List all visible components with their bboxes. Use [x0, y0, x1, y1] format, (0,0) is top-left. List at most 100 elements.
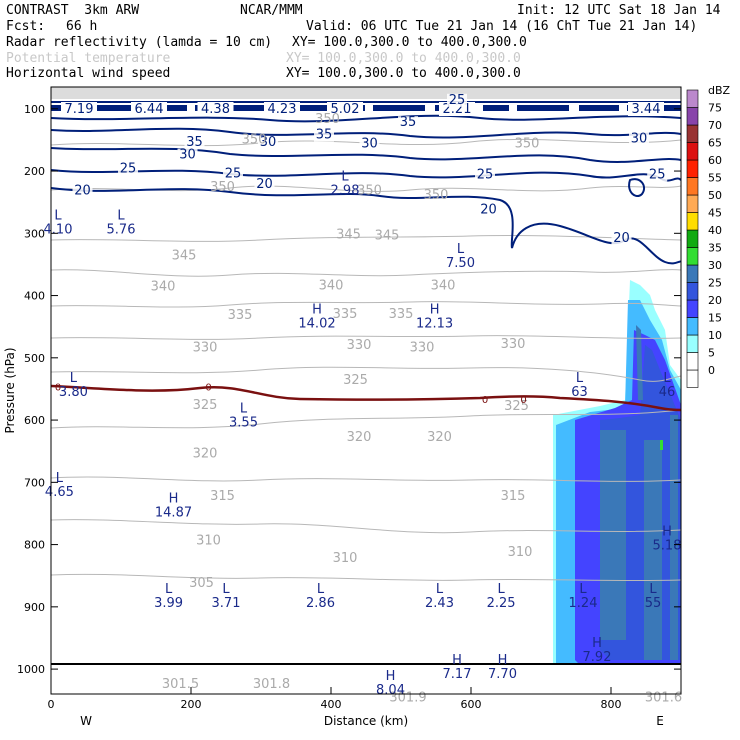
- colorbar-swatch: [686, 247, 699, 266]
- freezing-level-label: 0: [520, 395, 526, 406]
- wind-contour-label: 25: [649, 168, 666, 183]
- colorbar-swatch: [686, 369, 699, 388]
- wind-contour-label: 25: [449, 93, 466, 108]
- wind-contour-label: 30: [260, 135, 277, 150]
- wind-contour-label: 35: [186, 135, 203, 150]
- colorbar-swatch: [686, 212, 699, 231]
- field-xy-wind: XY= 100.0,300.0 to 400.0,300.0: [286, 66, 521, 81]
- theta-contour-label: 340: [431, 278, 456, 293]
- wind-label-bg: [184, 136, 205, 150]
- extremum-marker: H: [169, 492, 179, 507]
- top-value-bg: [628, 102, 664, 116]
- extremum-value: 5.18: [653, 539, 682, 554]
- colorbar-swatch: [686, 334, 699, 353]
- wind-contour-35-upper: [51, 114, 681, 123]
- theta-contour-label: 301.5: [162, 677, 199, 692]
- extremum-value: 7.50: [446, 256, 475, 271]
- field-xy-reflectivity: XY= 100.0,300.0 to 400.0,300.0: [292, 35, 527, 50]
- reflectivity-25-dbz-column: [636, 325, 643, 400]
- y-tick-label: 100: [24, 103, 45, 116]
- wind-label-bg: [359, 137, 380, 151]
- wind-label-bg: [254, 177, 275, 191]
- theta-contour-350: [51, 185, 681, 192]
- extremum-value: 5.76: [107, 222, 136, 237]
- theta-contour-label: 320: [193, 446, 218, 461]
- extremum-value: 7.17: [443, 667, 472, 682]
- theta-contour-label: 330: [410, 341, 435, 356]
- theta-contour-315: [51, 476, 681, 482]
- extremum-value: 46: [659, 385, 676, 400]
- theta-contour-label: 325: [193, 398, 218, 413]
- forecast-hours: 66 h: [66, 19, 98, 34]
- extremum-marker: L: [117, 208, 125, 223]
- top-value-bg: [327, 102, 363, 116]
- theta-contour-label: 315: [210, 489, 235, 504]
- colorbar-level-label: 45: [708, 207, 722, 220]
- wind-label-bg: [118, 162, 138, 176]
- top-value-label: 4.23: [268, 102, 297, 117]
- extremum-value: 1.24: [569, 596, 598, 611]
- wind-contour-label: 35: [316, 128, 333, 143]
- y-tick-label: 900: [24, 601, 45, 614]
- extremum-value: 12.13: [416, 316, 453, 331]
- theta-contour-label: 325: [343, 373, 368, 388]
- extremum-value: 14.87: [155, 506, 192, 521]
- extremum-marker: L: [165, 582, 173, 597]
- theta-contour-label: 330: [193, 341, 218, 356]
- wind-contour-label: 30: [361, 136, 378, 151]
- x-tick-label: 600: [461, 698, 482, 711]
- colorbar-swatch: [686, 282, 699, 301]
- colorbar: dBZ 0 5 10 15 20 25 30 35 40 45 50 55 60 65 70 75: [686, 84, 731, 388]
- field-name-wind: Horizontal wind speed: [6, 66, 171, 81]
- wind-contour-30-closed: [628, 178, 646, 198]
- wind-contour-35: [51, 127, 681, 139]
- wind-contour-label: 20: [480, 202, 497, 217]
- colorbar-unit: dBZ: [708, 84, 731, 97]
- wind-label-bg: [447, 93, 467, 107]
- wind-speed-contours: [51, 114, 681, 265]
- colorbar-swatch: [686, 317, 699, 336]
- reflectivity-layer: [553, 280, 681, 665]
- wind-label-bg: [72, 184, 93, 198]
- field-name-theta: Potential temperature: [6, 51, 171, 66]
- extremum-marker: L: [70, 371, 78, 386]
- theta-contour-325: [51, 366, 681, 382]
- y-tick-label: 500: [24, 352, 45, 365]
- init-time: Init: 12 UTC Sat 18 Jan 14: [517, 3, 721, 18]
- theta-contour-320: [51, 409, 681, 429]
- plot-frame: [50, 86, 682, 695]
- extremum-marker: L: [222, 582, 230, 597]
- freezing-level-line: [51, 384, 681, 412]
- extremum-marker: H: [312, 302, 322, 317]
- east-label: E: [656, 714, 664, 728]
- extremum-value: 2.86: [306, 596, 335, 611]
- wind-contour-label: 25: [225, 166, 242, 181]
- extremum-marker: L: [56, 471, 64, 486]
- colorbar-swatch: [686, 89, 699, 108]
- colorbar-swatch: [686, 352, 699, 371]
- extremum-marker: L: [457, 242, 465, 257]
- x-tick-label: 200: [181, 698, 202, 711]
- theta-contour-label: 320: [347, 430, 372, 445]
- top-value-bg: [264, 102, 300, 116]
- colorbar-swatch: [686, 229, 699, 248]
- reflectivity-30-dbz-spot: [660, 440, 663, 450]
- extremum-marker: H: [430, 302, 440, 317]
- top-value-label: 6.44: [135, 102, 164, 117]
- theta-contour-label: 301.6: [645, 690, 682, 705]
- extremum-value: 7.92: [583, 650, 612, 665]
- theta-contours: [51, 138, 681, 582]
- extremum-marker: H: [662, 525, 672, 540]
- theta-contour-label: 350: [242, 133, 267, 148]
- wind-contour-30: [51, 147, 681, 163]
- extremum-marker: L: [436, 582, 444, 597]
- wind-label-bg: [223, 167, 243, 181]
- theta-contour-label: 315: [501, 489, 526, 504]
- wind-label-bg: [478, 203, 499, 217]
- extremum-value: 8.04: [376, 683, 405, 698]
- colorbar-level-label: 5: [708, 347, 715, 360]
- extremum-value: 63: [571, 385, 588, 400]
- organization-label: NCAR/MMM: [240, 3, 303, 18]
- wind-contour-20: [51, 187, 681, 265]
- wind-contour-label: 20: [74, 184, 91, 199]
